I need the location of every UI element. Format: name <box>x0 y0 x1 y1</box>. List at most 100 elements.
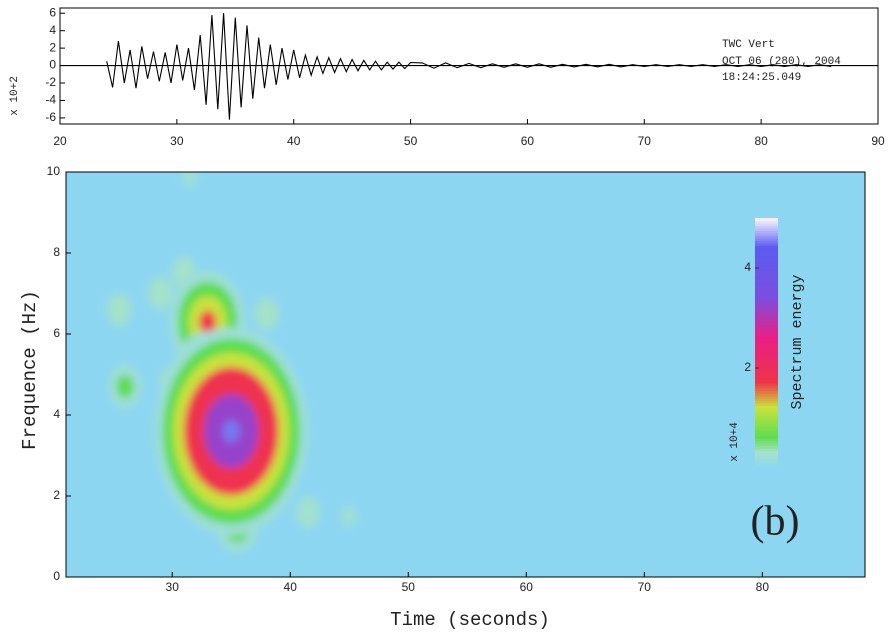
colorbar-step <box>755 378 778 382</box>
colorbar-step <box>755 220 778 224</box>
colorbar-step <box>755 275 778 279</box>
colorbar-step <box>755 450 778 454</box>
colorbar-step <box>755 428 778 432</box>
colorbar-tick-label: 2 <box>744 360 751 374</box>
energy-blob <box>222 419 240 443</box>
colorbar-step <box>755 273 778 277</box>
colorbar-step <box>755 400 778 404</box>
energy-blob <box>199 310 217 334</box>
colorbar-multiplier: x 10+4 <box>729 422 741 462</box>
colorbar-step <box>755 283 778 287</box>
colorbar-step <box>755 458 778 462</box>
waveform <box>106 13 832 120</box>
colorbar-step <box>755 223 778 227</box>
energy-blob <box>340 504 358 528</box>
colorbar-step <box>755 433 778 437</box>
colorbar-step <box>755 350 778 354</box>
colorbar-step <box>755 253 778 257</box>
colorbar-step <box>755 233 778 237</box>
colorbar-step <box>755 230 778 234</box>
colorbar-step <box>755 355 778 359</box>
colorbar-step <box>755 235 778 239</box>
colorbar-step <box>755 330 778 334</box>
x-tick-label: 80 <box>754 134 768 148</box>
colorbar-step <box>755 373 778 377</box>
colorbar-step <box>755 245 778 249</box>
x-tick-label: 70 <box>638 580 652 594</box>
colorbar-step <box>755 338 778 342</box>
colorbar-step <box>755 423 778 427</box>
colorbar-step <box>755 288 778 292</box>
colorbar-step <box>755 463 778 467</box>
y-tick-label: -2 <box>45 75 56 89</box>
colorbar-step <box>755 445 778 449</box>
energy-blob <box>299 500 317 524</box>
colorbar-step <box>755 260 778 264</box>
y-tick-label: 4 <box>53 407 60 421</box>
colorbar-step <box>755 455 778 459</box>
y-tick-label: -6 <box>45 110 56 124</box>
colorbar-step <box>755 300 778 304</box>
colorbar-step <box>755 278 778 282</box>
colorbar-step <box>755 405 778 409</box>
colorbar-tick-label: 4 <box>744 260 751 274</box>
colorbar-step <box>755 320 778 324</box>
energy-blob <box>116 375 134 399</box>
y-tick-label: 2 <box>53 488 60 502</box>
colorbar-step <box>755 420 778 424</box>
colorbar-step <box>755 385 778 389</box>
x-tick-label: 30 <box>170 134 184 148</box>
x-tick-label: 60 <box>521 134 535 148</box>
y-tick-label: 6 <box>49 5 56 19</box>
colorbar-step <box>755 263 778 267</box>
colorbar-step <box>755 430 778 434</box>
colorbar-step <box>755 323 778 327</box>
colorbar-step <box>755 390 778 394</box>
colorbar-label: Spectrum energy <box>789 274 806 409</box>
x-tick-label: 80 <box>756 580 770 594</box>
colorbar-step <box>755 393 778 397</box>
colorbar-step <box>755 370 778 374</box>
colorbar-step <box>755 380 778 384</box>
colorbar-step <box>755 333 778 337</box>
colorbar-step <box>755 375 778 379</box>
colorbar-step <box>755 410 778 414</box>
colorbar-step <box>755 383 778 387</box>
colorbar-step <box>755 270 778 274</box>
y-tick-label: -4 <box>45 93 56 107</box>
colorbar-step <box>755 398 778 402</box>
x-axis-label: Time (seconds) <box>390 609 550 631</box>
colorbar-step <box>755 268 778 272</box>
colorbar-step <box>755 290 778 294</box>
colorbar-step <box>755 345 778 349</box>
colorbar-step <box>755 250 778 254</box>
colorbar-step <box>755 353 778 357</box>
x-tick-label: 40 <box>287 134 301 148</box>
colorbar-step <box>755 415 778 419</box>
colorbar-step <box>755 465 778 469</box>
colorbar-step <box>755 280 778 284</box>
colorbar-step <box>755 238 778 242</box>
colorbar-step <box>755 403 778 407</box>
energy-blob <box>181 172 199 188</box>
y-tick-label: 0 <box>53 569 60 583</box>
x-tick-label: 20 <box>53 134 67 148</box>
colorbar-step <box>755 358 778 362</box>
colorbar-step <box>755 240 778 244</box>
colorbar-step <box>755 365 778 369</box>
colorbar-step <box>755 308 778 312</box>
x-tick-label: 60 <box>520 580 534 594</box>
colorbar-step <box>755 243 778 247</box>
x-tick-label: 30 <box>166 580 180 594</box>
annotation: TWC Vert <box>722 39 775 51</box>
colorbar-step <box>755 435 778 439</box>
colorbar-step <box>755 228 778 232</box>
colorbar-step <box>755 413 778 417</box>
colorbar-step <box>755 248 778 252</box>
y-multiplier: x 10+2 <box>9 76 21 116</box>
colorbar-step <box>755 348 778 352</box>
colorbar-step <box>755 293 778 297</box>
colorbar-step <box>755 303 778 307</box>
energy-field <box>106 172 358 554</box>
colorbar-step <box>755 340 778 344</box>
